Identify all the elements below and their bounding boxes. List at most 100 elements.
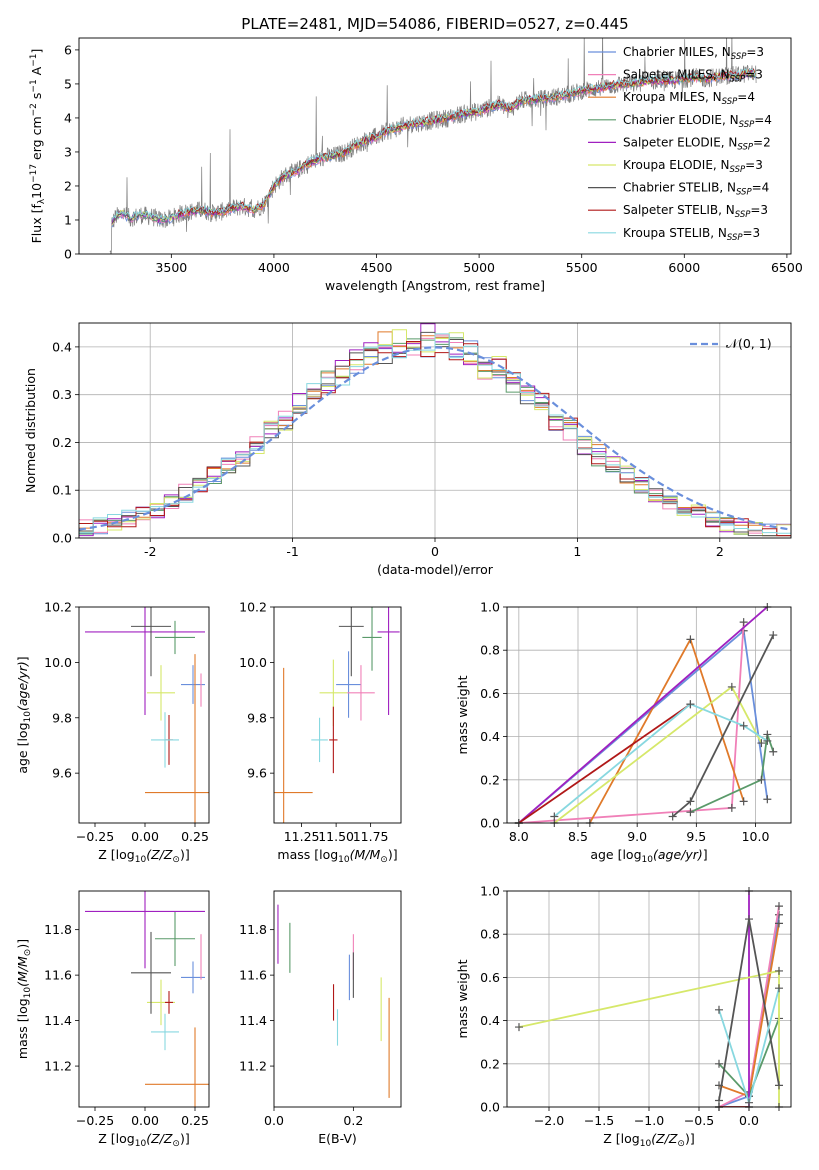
- x-tick-label: 4000: [258, 260, 290, 275]
- y-tick-label: 0.4: [480, 1013, 500, 1028]
- mass-weight-line: [690, 734, 775, 814]
- mass-weight-line: [672, 634, 775, 818]
- x-tick-label: 0.25: [181, 1113, 209, 1128]
- x-tick-label: 0: [431, 544, 439, 559]
- y-tick-label: 10.2: [44, 600, 72, 615]
- mass-weight-marker: [739, 797, 748, 806]
- residual-panel: -2 -1 0 1 2 0.0 0.1 0.2 0.3 0.4 (data-model)/error…: [23, 322, 792, 577]
- x-axis-label: Z [log10(Z/Z⊙)]: [603, 1131, 694, 1149]
- x-axis-label: mass [log10(M/M⊙)]: [277, 847, 397, 865]
- plot-frame: [78, 890, 210, 1108]
- legend-entry: 𝒩(0, 1): [726, 336, 772, 351]
- model-spectrum-line: [111, 68, 757, 221]
- mass-weight-marker: [745, 915, 753, 924]
- mass-weight-marker: [668, 812, 677, 821]
- x-tick-label: −1.0: [634, 1113, 664, 1128]
- age-vs-Z-panel: −0.25 0.00 0.25 9.6 9.8 10.0 10.2 Z [log10(Z/Z⊙…: [15, 600, 210, 865]
- y-tick-label: 11.8: [44, 922, 72, 937]
- legend-entry: Chabrier STELIB, NSSP=4: [623, 181, 769, 198]
- plot-frame: [273, 606, 402, 824]
- legend-entry: Salpeter ELODIE, NSSP=2: [623, 135, 771, 152]
- x-tick-label: 6500: [771, 260, 803, 275]
- mass-weight-marker: [745, 1098, 753, 1107]
- y-tick-label: 11.4: [44, 1013, 72, 1028]
- mass-weight-marker: [727, 803, 736, 812]
- x-tick-label: −1.5: [584, 1113, 614, 1128]
- x-tick-label: −2.0: [534, 1113, 564, 1128]
- x-tick-label: 0.00: [131, 1113, 159, 1128]
- x-axis-label: E(B-V): [318, 1131, 357, 1146]
- y-tick-label: 0.8: [480, 927, 500, 942]
- x-tick-label: 6000: [668, 260, 700, 275]
- plot-frame: [78, 322, 792, 539]
- y-tick-label: 1.0: [480, 600, 500, 615]
- x-tick-label: 0.00: [131, 829, 159, 844]
- x-tick-label: 11.50: [318, 829, 354, 844]
- y-tick-label: 9.6: [52, 766, 72, 781]
- y-tick-label: 0.0: [52, 531, 72, 546]
- mass-weight-marker: [775, 1081, 783, 1090]
- mass-weight-marker: [763, 736, 772, 745]
- plot-frame: [78, 37, 792, 255]
- y-tick-label: 0.0: [480, 816, 500, 831]
- x-tick-label: 11.25: [284, 829, 320, 844]
- legend-entry: Chabrier ELODIE, NSSP=4: [623, 113, 772, 130]
- mass-weight-marker: [775, 966, 783, 975]
- mass-weight-marker: [739, 721, 748, 730]
- y-tick-label: 0.6: [480, 686, 500, 701]
- mass-weight-marker: [739, 618, 748, 627]
- x-tick-label: 4500: [361, 260, 393, 275]
- legend-entry: Salpeter MILES, NSSP=3: [623, 68, 763, 85]
- legend: Chabrier MILES, NSSP=3 Salpeter MILES, NS…: [588, 45, 772, 243]
- x-tick-label: -1: [286, 544, 298, 559]
- mass-weight-line: [518, 607, 768, 823]
- mass-weight-marker: [775, 902, 783, 911]
- mass-weight-line: [553, 703, 768, 818]
- y-tick-label: 0.3: [52, 387, 72, 402]
- mass-weight-marker: [775, 984, 783, 993]
- y-tick-label: 0.2: [480, 1056, 500, 1071]
- mass-weight-marker: [686, 797, 695, 806]
- y-axis-label: mass [log10(M/M⊙)]: [15, 939, 33, 1059]
- x-axis-label: wavelength [Angstrom, rest frame]: [325, 278, 545, 293]
- x-tick-label: 3500: [155, 260, 187, 275]
- mass-weight-marker: [763, 795, 772, 804]
- y-tick-label: 4: [64, 110, 72, 125]
- mass-weight-line: [553, 685, 763, 823]
- plot-frame: [78, 606, 210, 824]
- y-tick-label: 9.8: [247, 710, 267, 725]
- y-axis-label: Normed distribution: [23, 368, 38, 493]
- y-tick-label: 9.6: [247, 766, 267, 781]
- figure-title: PLATE=2481, MJD=54086, FIBERID=0527, z=0…: [241, 15, 628, 33]
- y-tick-label: 11.8: [239, 922, 267, 937]
- legend-entry: Chabrier MILES, NSSP=3: [623, 45, 764, 62]
- y-tick-label: 1.0: [480, 884, 500, 899]
- x-tick-label: 0.0: [264, 1113, 284, 1128]
- y-tick-label: 11.4: [239, 1013, 267, 1028]
- x-tick-label: 1: [573, 544, 581, 559]
- x-axis-label: age [log10(age/yr)]: [590, 847, 707, 865]
- legend-entry: Salpeter STELIB, NSSP=3: [623, 203, 768, 220]
- mass-weight-marker: [515, 1023, 523, 1032]
- x-tick-label: 11.75: [353, 829, 389, 844]
- y-tick-label: 0.8: [480, 643, 500, 658]
- legend: 𝒩(0, 1): [690, 336, 772, 351]
- mass-weight-marker: [757, 775, 766, 784]
- y-tick-label: 0.6: [480, 970, 500, 985]
- x-tick-label: 9.5: [686, 829, 706, 844]
- x-tick-label: 2: [716, 544, 724, 559]
- y-tick-label: 10.0: [239, 655, 267, 670]
- mass-weight-marker: [715, 1059, 723, 1068]
- y-tick-label: 10.0: [44, 655, 72, 670]
- mass-weight-marker: [686, 808, 695, 817]
- plot-frame: [506, 606, 792, 824]
- mass-weight-marker: [686, 700, 695, 709]
- y-tick-label: 3: [64, 144, 72, 159]
- mass-weight-marker: [769, 747, 778, 756]
- mass-weight-vs-age-panel: 8.0 8.5 9.0 9.5 10.0 0.0 0.2 0.4 0.6 0.8 1.0 age [l…: [455, 600, 792, 865]
- mass-weight-marker: [757, 739, 766, 748]
- plot-frame: [506, 890, 792, 1108]
- mass-weight-marker: [775, 919, 783, 928]
